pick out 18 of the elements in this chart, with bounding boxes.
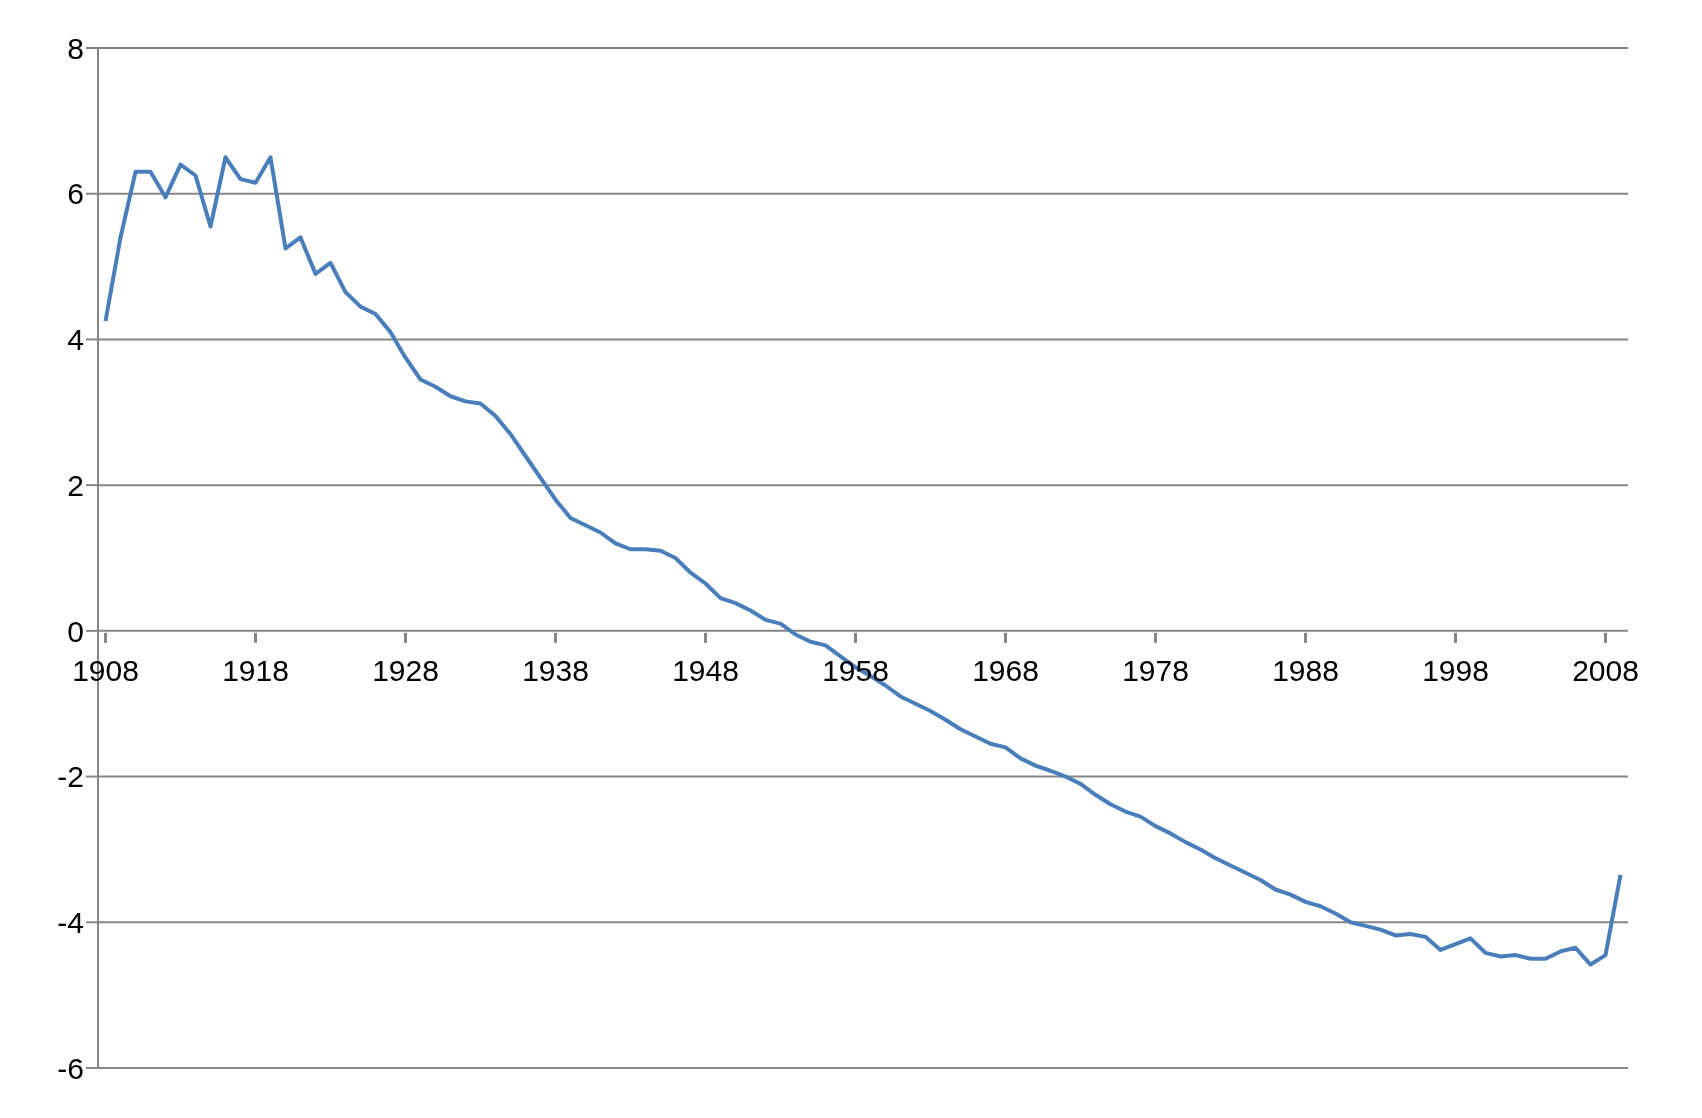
x-tick-label: 1998 bbox=[1422, 653, 1489, 687]
y-tick-label: -4 bbox=[57, 905, 84, 939]
x-tick-label: 1968 bbox=[972, 653, 1039, 687]
x-tick-label: 1918 bbox=[222, 653, 289, 687]
x-tick-label: 1908 bbox=[72, 653, 139, 687]
x-tick-label: 2008 bbox=[1572, 653, 1639, 687]
y-tick-label: 4 bbox=[67, 323, 84, 357]
y-tick-label: -2 bbox=[57, 760, 84, 794]
x-tick-label: 1928 bbox=[372, 653, 439, 687]
x-tick-label: 1988 bbox=[1272, 653, 1339, 687]
y-tick-label: 6 bbox=[67, 177, 84, 211]
y-tick-label: 8 bbox=[67, 31, 84, 65]
x-tick-label: 1978 bbox=[1122, 653, 1189, 687]
x-tick-label: 1948 bbox=[672, 653, 739, 687]
y-tick-label: 0 bbox=[67, 614, 84, 648]
y-tick-label: -6 bbox=[57, 1051, 84, 1085]
y-tick-label: 2 bbox=[67, 468, 84, 502]
x-tick-label: 1938 bbox=[522, 653, 589, 687]
